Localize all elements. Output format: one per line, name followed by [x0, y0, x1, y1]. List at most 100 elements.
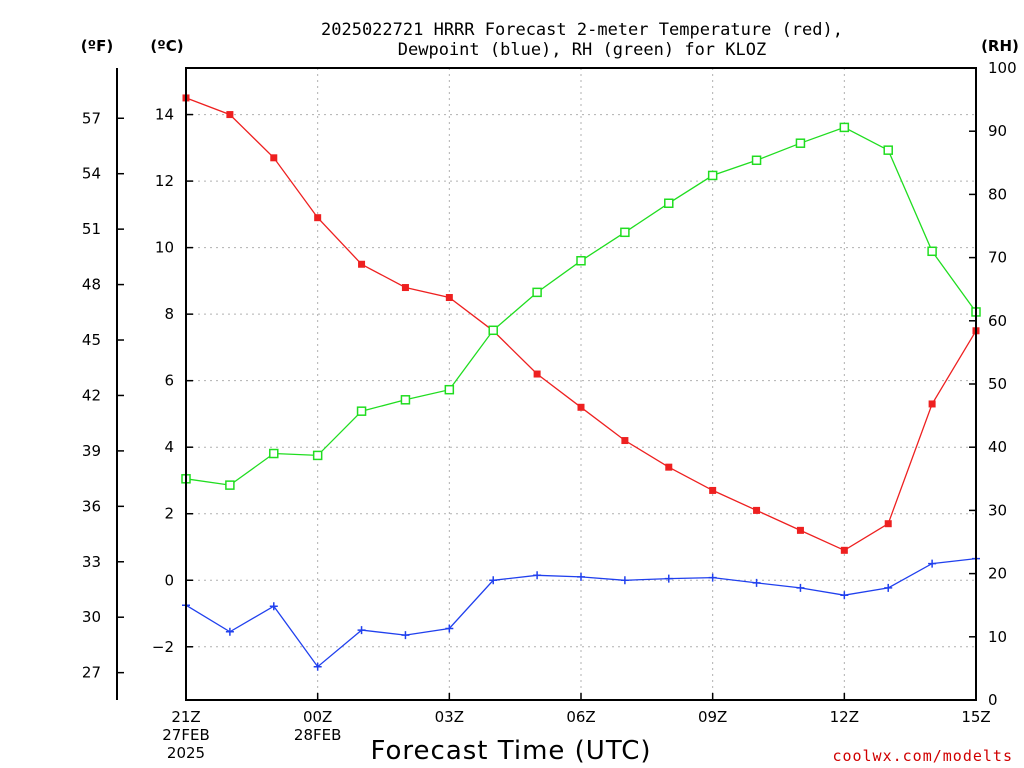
series-layer — [181, 94, 981, 671]
chart-title-line1: 2025022721 HRRR Forecast 2-meter Tempera… — [321, 20, 843, 40]
temperature-point — [226, 111, 234, 119]
x-tick-label: 12Z — [830, 708, 859, 726]
rh-tick-label: 10 — [988, 628, 1007, 646]
rh-point — [400, 395, 411, 405]
celsius-tick-label: −2 — [152, 638, 174, 656]
rh-point — [751, 155, 762, 166]
fahrenheit-tick-label: 36 — [82, 497, 101, 515]
temperature-point — [445, 294, 453, 302]
temperature-point — [753, 506, 761, 514]
temperature-point — [884, 520, 892, 528]
celsius-tick-label: 6 — [164, 372, 174, 390]
credit-text: coolwx.com/modelts — [832, 747, 1013, 765]
rh-point — [488, 325, 498, 336]
x-tick-label: 28FEB — [294, 726, 341, 744]
dewpoint-point — [708, 573, 717, 582]
rh-tick-label: 90 — [988, 122, 1007, 140]
fahrenheit-tick-label: 45 — [82, 331, 101, 349]
celsius-tick-label: 14 — [155, 106, 174, 124]
rh-unit-label: (RH) — [981, 37, 1019, 55]
rh-line — [185, 126, 977, 486]
x-tick-label: 15Z — [961, 708, 990, 726]
dewpoint-point — [796, 583, 805, 592]
rh-tick-label: 100 — [988, 59, 1017, 77]
temperature-point — [621, 437, 629, 445]
dewpoint-point — [533, 571, 542, 580]
rh-point — [356, 406, 367, 416]
fahrenheit-tick-label: 48 — [82, 276, 101, 294]
dewpoint-point — [269, 602, 278, 611]
x-tick-label: 2025 — [167, 744, 205, 762]
rh-point — [576, 256, 586, 266]
dewpoint-point — [313, 662, 322, 671]
dewpoint-point — [401, 631, 410, 640]
dewpoint-point — [928, 559, 937, 568]
temperature-point — [577, 403, 585, 411]
x-tick-label: 00Z — [303, 708, 332, 726]
fahrenheit-unit-label: (ºF) — [81, 37, 113, 55]
grid-lines — [186, 68, 976, 700]
rh-point — [664, 198, 674, 208]
fahrenheit-tick-label: 39 — [82, 442, 101, 460]
x-axis-label: Forecast Time (UTC) — [370, 736, 651, 766]
dewpoint-point — [225, 627, 234, 636]
celsius-tick-label: 2 — [164, 505, 174, 523]
temperature-point — [709, 486, 717, 494]
temperature-point — [314, 214, 322, 222]
rh-tick-label: 80 — [988, 185, 1007, 203]
celsius-tick-label: 4 — [164, 438, 174, 456]
fahrenheit-tick-label: 51 — [82, 220, 101, 238]
rh-tick-label: 60 — [988, 312, 1007, 330]
dewpoint-point — [577, 572, 585, 581]
dewpoint-point — [620, 576, 629, 585]
rh-tick-label: 70 — [988, 249, 1007, 267]
fahrenheit-tick-label: 30 — [82, 608, 101, 626]
celsius-tick-label: 8 — [164, 305, 174, 323]
dewpoint-point — [752, 578, 761, 587]
x-tick-label: 21Z — [171, 708, 200, 726]
rh-point — [795, 138, 806, 148]
rh-point — [927, 246, 937, 257]
rh-tick-label: 40 — [988, 438, 1007, 456]
celsius-tick-label: 10 — [155, 239, 174, 257]
rh-point — [225, 480, 235, 490]
chart-title-line2: Dewpoint (blue), RH (green) for KLOZ — [398, 40, 766, 60]
celsius-tick-label: 0 — [164, 571, 174, 589]
rh-point — [269, 448, 279, 459]
rh-point — [839, 122, 850, 133]
temperature-point — [796, 526, 804, 534]
celsius-unit-label: (ºC) — [150, 37, 183, 55]
x-tick-label: 27FEB — [162, 726, 209, 744]
temperature-point — [928, 400, 936, 408]
x-tick-label: 03Z — [435, 708, 464, 726]
rh-tick-label: 0 — [988, 691, 998, 709]
fahrenheit-tick-label: 27 — [82, 664, 101, 682]
celsius-tick-label: 12 — [155, 172, 174, 190]
temperature-point — [358, 260, 366, 268]
rh-point — [883, 145, 893, 155]
temperature-point — [401, 284, 409, 292]
rh-tick-label: 30 — [988, 501, 1007, 519]
rh-point — [532, 287, 542, 298]
plot-frame — [185, 67, 977, 701]
rh-point — [444, 384, 455, 395]
dewpoint-point — [489, 576, 498, 585]
rh-point — [312, 450, 323, 461]
x-tick-label: 09Z — [698, 708, 727, 726]
temperature-point — [665, 463, 673, 471]
fahrenheit-tick-label: 54 — [82, 165, 101, 183]
dewpoint-point — [357, 626, 366, 635]
fahrenheit-tick-label: 42 — [82, 386, 101, 404]
dewpoint-point — [840, 591, 849, 600]
temperature-point — [840, 546, 848, 554]
dewpoint-point — [445, 624, 454, 633]
axes-layer: −2 0 2 4 6 8 10 12 14 27 30 33 36 39 42 45 48 51 54 57 0 10 20… — [82, 59, 1017, 762]
dewpoint-point — [664, 574, 673, 583]
temperature-point — [533, 370, 541, 378]
fahrenheit-tick-label: 57 — [82, 109, 101, 127]
rh-point — [707, 170, 718, 181]
dewpoint-point — [884, 583, 893, 592]
rh-point — [620, 227, 630, 238]
x-tick-label: 06Z — [566, 708, 595, 726]
